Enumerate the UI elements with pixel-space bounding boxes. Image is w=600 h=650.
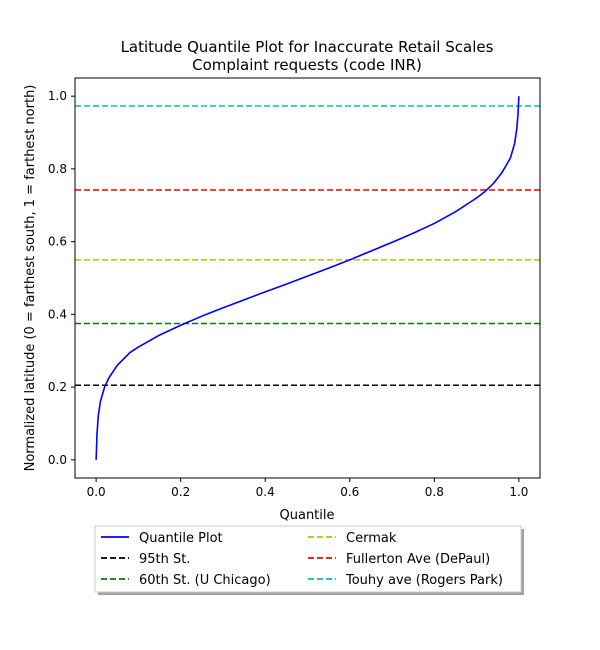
- series-line: [95, 96, 520, 460]
- chart-title: Latitude Quantile Plot for Inaccurate Re…: [121, 38, 494, 56]
- plot-frame: [74, 77, 541, 479]
- y-tick-label: 0.0: [48, 453, 67, 467]
- x-tick-label: 0.6: [340, 485, 359, 499]
- x-tick-label: 1.0: [509, 485, 528, 499]
- chart-subtitle: Complaint requests (code INR): [192, 56, 422, 74]
- y-axis-label: Normalized latitude (0 = farthest south,…: [23, 85, 38, 472]
- series-lines: [95, 96, 520, 460]
- reference-lines: [75, 105, 540, 387]
- legend-items: Quantile Plot 95th St. 60th St. (U Chicago…: [101, 531, 503, 588]
- x-tick-label: 0.4: [256, 485, 275, 499]
- legend-label: Fullerton Ave (DePaul): [346, 552, 490, 567]
- legend-label: 95th St.: [139, 552, 191, 567]
- legend-label: Quantile Plot: [139, 531, 223, 546]
- legend: Quantile Plot 95th St. 60th St. (U Chicago…: [94, 525, 524, 595]
- y-axis: 0.0 0.2 0.4 0.6 0.8 1.0: [48, 89, 75, 467]
- y-tick-label: 0.4: [48, 307, 67, 321]
- y-tick-label: 0.2: [48, 380, 67, 394]
- legend-label: Cermak: [346, 531, 397, 546]
- x-tick-label: 0.8: [425, 485, 444, 499]
- y-tick-label: 0.6: [48, 235, 67, 249]
- x-axis-label: Quantile: [280, 508, 335, 523]
- x-axis: 0.0 0.2 0.4 0.6 0.8 1.0: [87, 478, 528, 499]
- y-tick-label: 0.8: [48, 162, 67, 176]
- x-tick-label: 0.2: [171, 485, 190, 499]
- y-tick-label: 1.0: [48, 89, 67, 103]
- x-tick-label: 0.0: [87, 485, 106, 499]
- legend-label: 60th St. (U Chicago): [139, 573, 271, 588]
- legend-label: Touhy ave (Rogers Park): [345, 573, 503, 588]
